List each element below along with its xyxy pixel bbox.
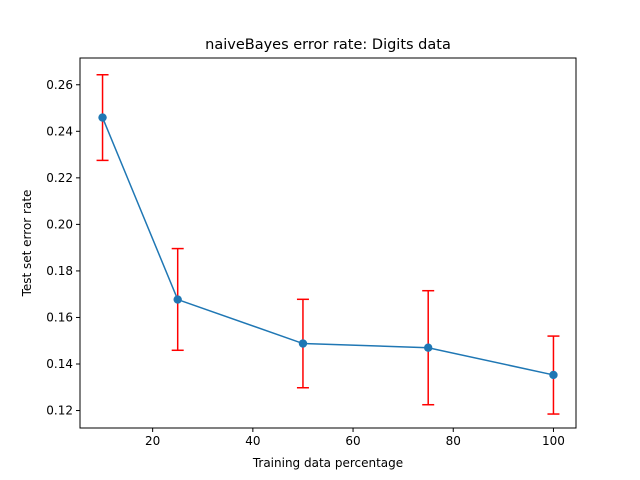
chart-title: naiveBayes error rate: Digits data — [205, 37, 451, 53]
data-point — [173, 295, 182, 304]
y-tick-label: 0.12 — [46, 404, 73, 418]
data-point — [298, 339, 308, 348]
y-axis-label: Test set error rate — [20, 190, 34, 298]
plot-area: 20 40 60 80 100 0.12 0.14 0.16 0.18 0.20 0.22 0.24 0… — [46, 74, 565, 448]
data-point — [424, 343, 433, 352]
y-tick-label: 0.22 — [46, 171, 73, 185]
data-point — [98, 113, 107, 122]
y-tick-label: 0.18 — [46, 264, 73, 278]
data-point — [549, 370, 558, 380]
y-tick-label: 0.20 — [46, 217, 73, 231]
y-tick-label: 0.24 — [46, 124, 73, 138]
x-tick-label: 20 — [145, 434, 160, 448]
x-axis-label: Training data percentage — [252, 456, 403, 470]
y-tick-label: 0.26 — [46, 78, 73, 92]
x-tick-label: 60 — [345, 434, 360, 448]
x-tick-label: 100 — [542, 434, 565, 448]
x-tick-label: 40 — [245, 434, 260, 448]
y-tick-label: 0.14 — [46, 357, 73, 371]
plot-frame — [79, 57, 577, 429]
x-tick-label: 80 — [446, 434, 461, 448]
y-tick-label: 0.16 — [46, 310, 73, 324]
